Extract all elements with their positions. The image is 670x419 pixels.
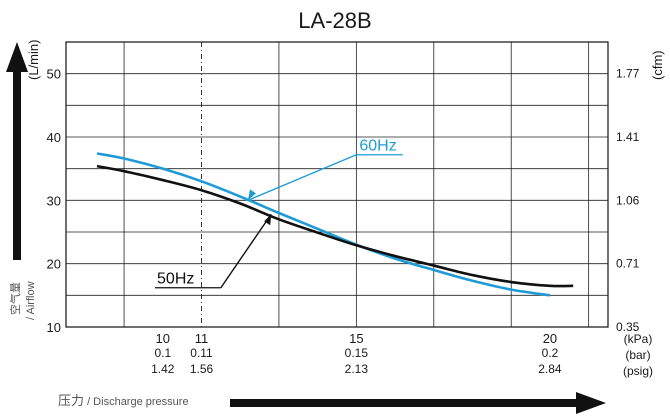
x-tick-label-psig: 2.84 xyxy=(538,362,562,376)
chart-title: LA-28B xyxy=(298,8,371,33)
grid xyxy=(65,41,609,328)
x-tick-label-bar: 0.2 xyxy=(542,346,559,360)
series-line-50hz xyxy=(96,164,574,288)
annotations: 60Hz 50Hz xyxy=(155,138,403,289)
label-60hz: 60Hz xyxy=(359,138,396,155)
x-tick-label-kpa: 20 xyxy=(543,331,557,346)
x-tick-label-psig: 1.56 xyxy=(190,362,214,376)
y-tick-label-left: 20 xyxy=(47,257,61,272)
pressure-label: 压力 / Discharge pressure xyxy=(58,393,189,408)
x-tick-label-bar: 0.11 xyxy=(190,346,213,360)
label-50hz: 50Hz xyxy=(157,271,194,288)
series-line-60hz xyxy=(96,152,551,297)
y-tick-label-left: 40 xyxy=(47,130,61,145)
leader-60hz xyxy=(247,154,357,201)
x-unit-label: (bar) xyxy=(625,348,650,362)
pressure-arrow-shaft xyxy=(230,399,580,407)
arrowhead-50hz-icon xyxy=(264,214,272,226)
y-tick-label-right: 0.71 xyxy=(616,257,640,271)
y-tick-label-right: 1.41 xyxy=(616,130,640,144)
y-label-right: (cfm) xyxy=(650,50,665,80)
x-unit-label: (psig) xyxy=(623,364,653,378)
x-tick-label-bar: 0.1 xyxy=(154,346,171,360)
leader-50hz xyxy=(220,213,272,289)
y-axis-right: 0.35 0.71 1.06 1.41 1.77 xyxy=(616,67,640,334)
x-unit-label: (kPa) xyxy=(624,332,653,346)
pressure-label-cn: 压力 xyxy=(58,393,84,408)
y-tick-label-right: 0.35 xyxy=(616,320,640,334)
y-tick-label-right: 1.77 xyxy=(616,67,640,81)
x-tick-label-kpa: 11 xyxy=(195,331,209,346)
arrowhead-60hz-icon xyxy=(247,189,256,201)
y-axis-left: 10 20 30 40 50 xyxy=(47,67,61,335)
y-tick-label-right: 1.06 xyxy=(616,193,640,207)
airflow-arrow-icon xyxy=(6,42,28,72)
x-tick-label-bar: 0.15 xyxy=(345,346,369,360)
x-tick-label-kpa: 15 xyxy=(349,331,363,346)
x-tick-label-kpa: 10 xyxy=(156,331,170,346)
y-tick-label-left: 50 xyxy=(47,67,61,82)
pressure-label-en: / Discharge pressure xyxy=(84,396,189,408)
plot-border xyxy=(65,41,609,328)
airflow-label-en: / Airflow xyxy=(25,281,37,320)
y-tick-label-left: 10 xyxy=(47,320,61,335)
pressure-arrow-icon xyxy=(576,392,606,414)
x-tick-label-psig: 2.13 xyxy=(345,362,369,376)
airflow-arrow-shaft xyxy=(13,70,21,260)
series-group xyxy=(96,152,574,297)
y-label-left: (L/min) xyxy=(26,40,41,80)
airflow-label-cn: 空气量 xyxy=(8,282,22,315)
x-axis: 100.1 1.42 110.11 1.56 150.15 2.13 200.2 2.84 (k… xyxy=(151,331,653,378)
y-tick-label-left: 30 xyxy=(47,193,61,208)
x-tick-label-psig: 1.42 xyxy=(151,362,175,376)
